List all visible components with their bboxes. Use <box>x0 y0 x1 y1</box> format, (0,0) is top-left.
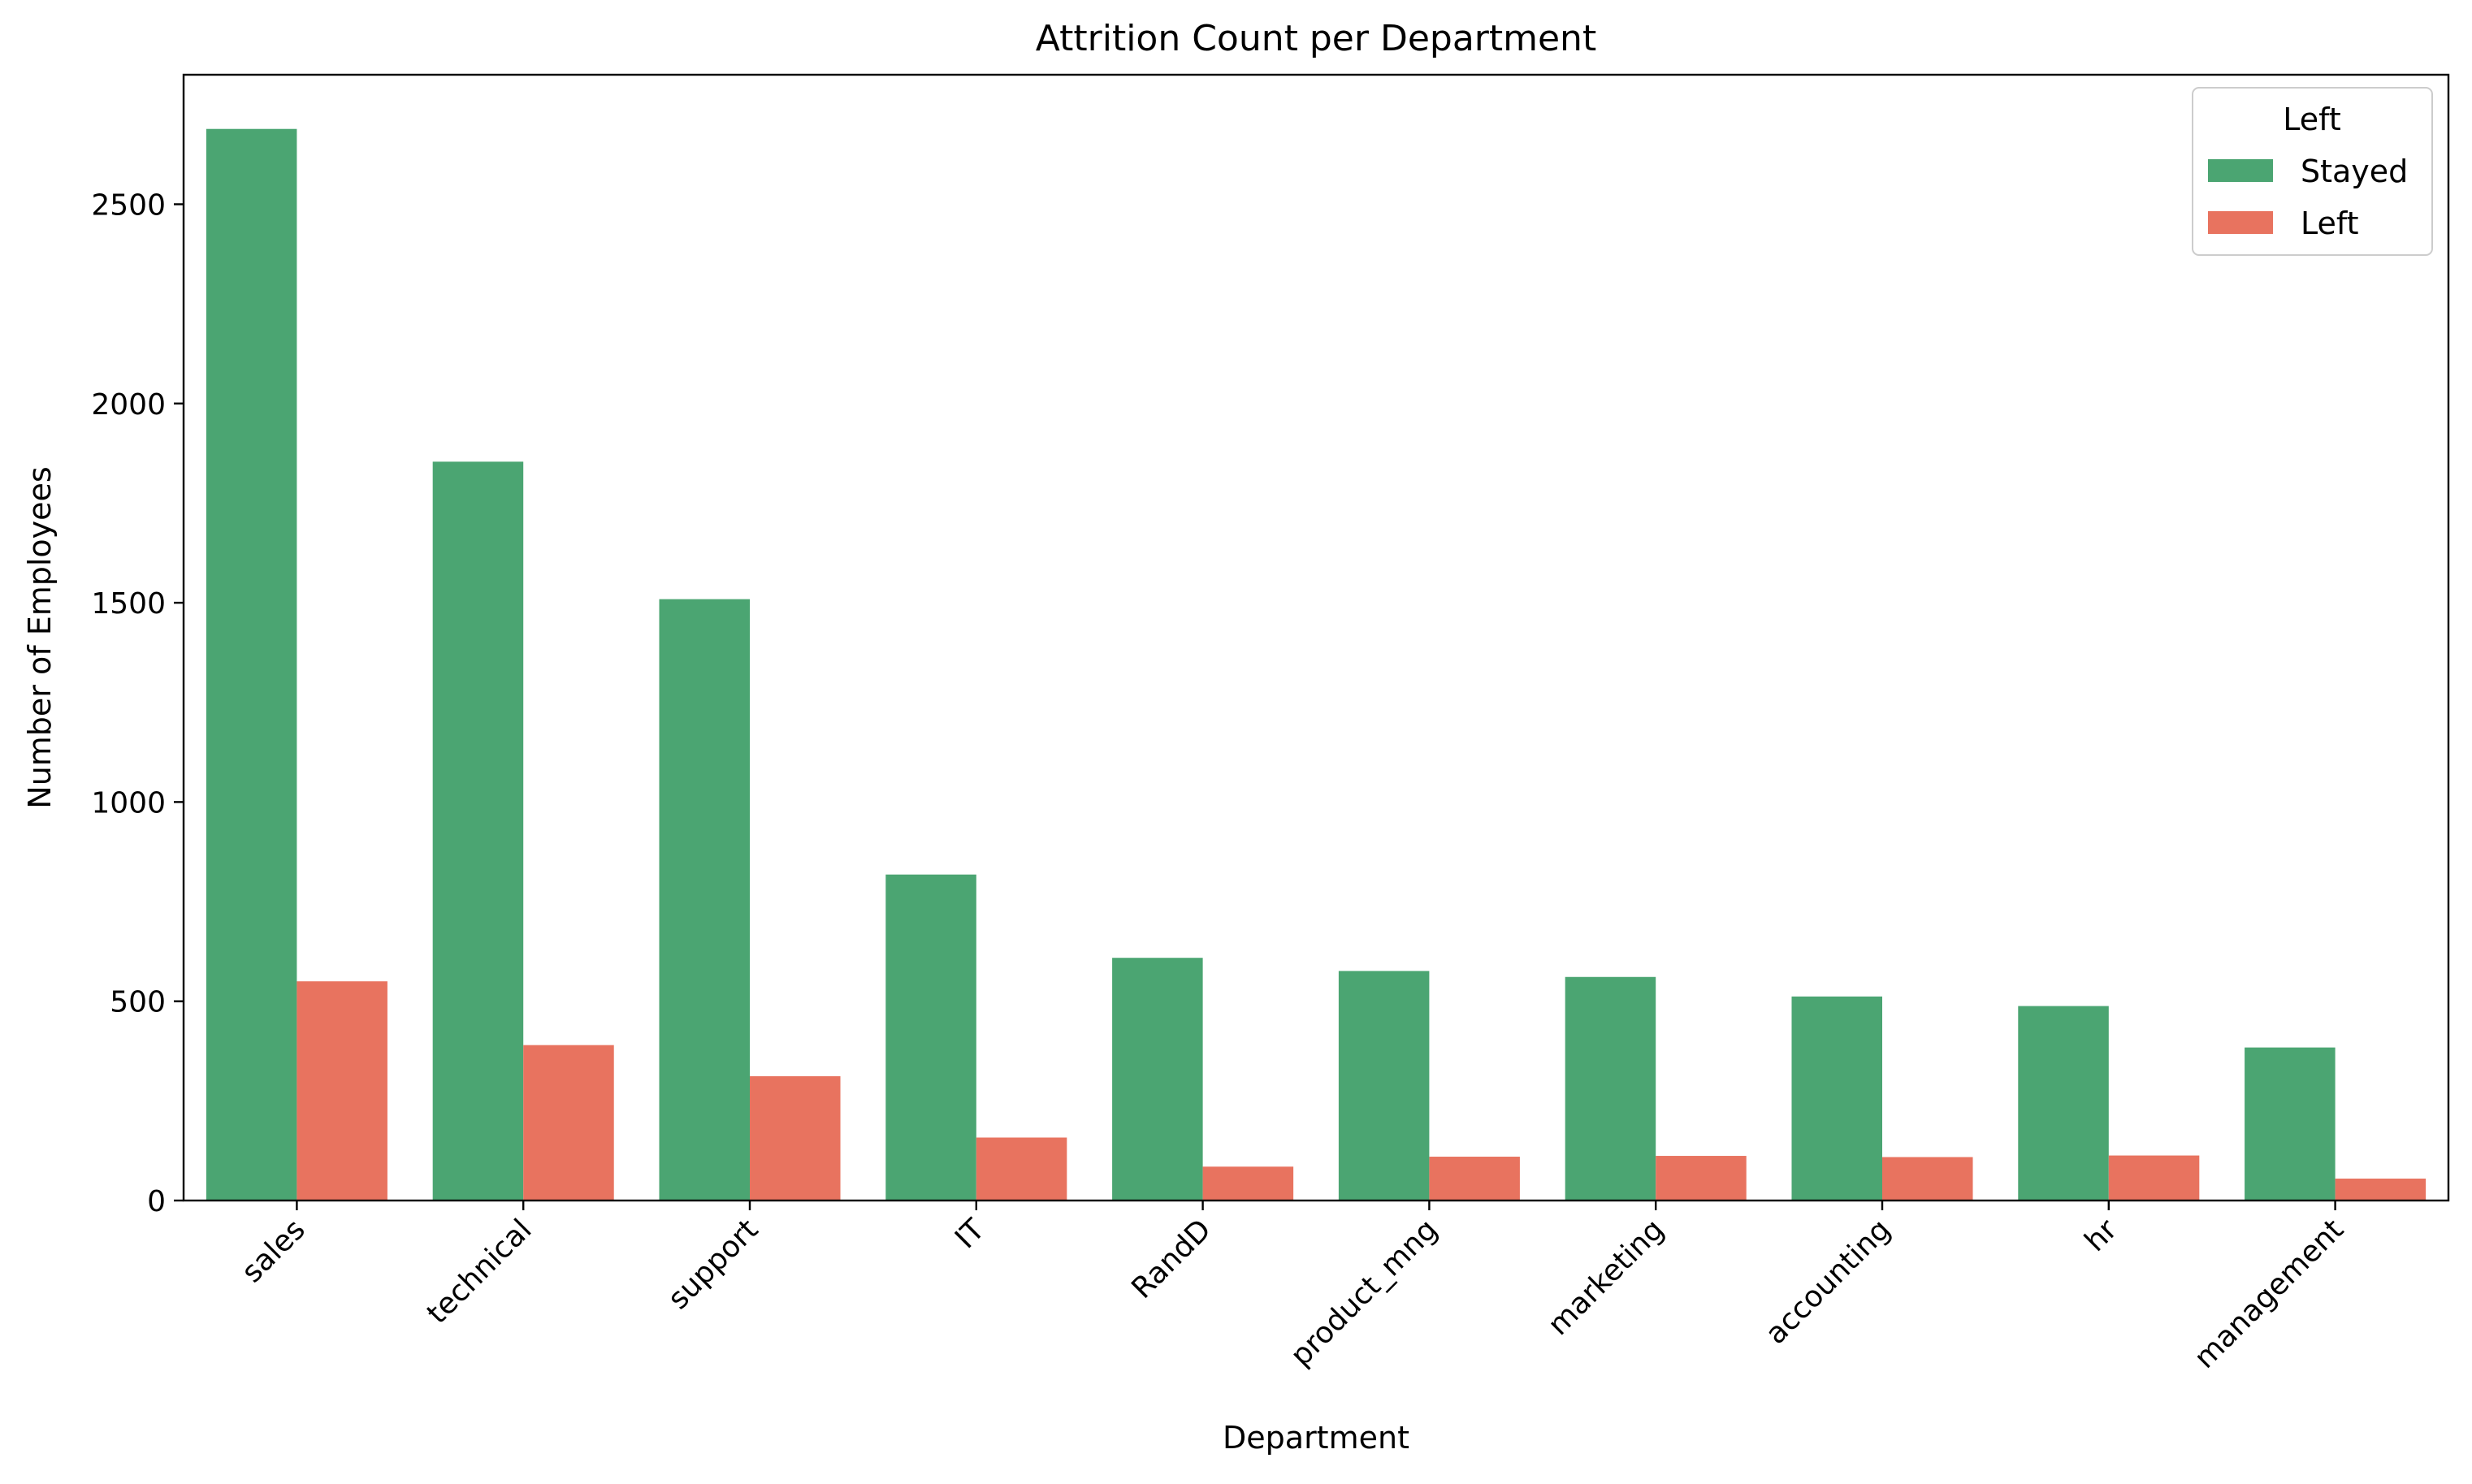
bar-stayed-hr <box>2018 1006 2109 1201</box>
legend-label-stayed: Stayed <box>2301 154 2408 189</box>
y-tick-label-2000: 2000 <box>91 388 166 422</box>
bar-left-product-mng <box>1429 1157 1520 1201</box>
plot-frame <box>182 73 2450 1202</box>
bar-stayed-it <box>885 874 976 1201</box>
bar-left-it <box>976 1137 1067 1201</box>
bars-group <box>206 128 2427 1201</box>
bar-left-sales <box>297 981 387 1201</box>
y-axis-label: Number of Employees <box>22 466 58 808</box>
legend-title: Left <box>2283 102 2341 137</box>
y-tick-label-2500: 2500 <box>91 188 166 222</box>
bar-left-management <box>2335 1179 2427 1201</box>
bar-left-accounting <box>1882 1157 1973 1201</box>
y-axis: 0 500 1000 1500 2000 2500 <box>91 188 184 1218</box>
bar-stayed-technical <box>432 461 524 1201</box>
bar-stayed-accounting <box>1791 996 1882 1201</box>
y-tick-label-1000: 1000 <box>91 786 166 820</box>
bar-stayed-management <box>2245 1047 2336 1201</box>
bar-stayed-sales <box>206 128 297 1201</box>
bar-left-support <box>750 1075 841 1201</box>
bar-left-randd <box>1202 1166 1294 1201</box>
bar-left-hr <box>2108 1155 2200 1201</box>
chart-title: Attrition Count per Department <box>1036 18 1596 59</box>
y-tick-label-0: 0 <box>147 1185 166 1218</box>
bar-stayed-support <box>659 599 750 1201</box>
bar-left-marketing <box>1656 1156 1747 1201</box>
y-tick-label-1500: 1500 <box>91 587 166 621</box>
bar-left-technical <box>523 1045 614 1201</box>
legend-swatch-stayed <box>2208 159 2273 182</box>
x-axis-label: Department <box>1223 1420 1409 1456</box>
bar-stayed-product-mng <box>1338 971 1430 1201</box>
legend-label-left: Left <box>2301 206 2359 241</box>
legend: Left Stayed Left <box>2192 87 2433 256</box>
y-tick-label-500: 500 <box>110 986 166 1019</box>
legend-swatch-left <box>2208 211 2273 234</box>
bar-stayed-randd <box>1112 958 1203 1201</box>
bar-stayed-marketing <box>1565 976 1656 1201</box>
